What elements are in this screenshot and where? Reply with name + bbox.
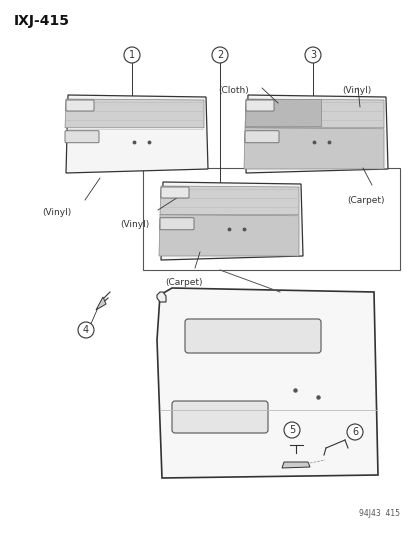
- Polygon shape: [243, 128, 383, 169]
- Text: 5: 5: [288, 425, 294, 435]
- Text: (Cloth): (Cloth): [218, 86, 248, 95]
- Text: 6: 6: [351, 427, 357, 437]
- FancyBboxPatch shape: [159, 218, 194, 230]
- FancyBboxPatch shape: [244, 131, 278, 143]
- Text: 1: 1: [128, 50, 135, 60]
- Text: (Vinyl): (Vinyl): [42, 208, 71, 217]
- Polygon shape: [159, 215, 298, 256]
- Polygon shape: [96, 297, 106, 310]
- FancyBboxPatch shape: [161, 187, 189, 198]
- Text: 3: 3: [309, 50, 315, 60]
- FancyBboxPatch shape: [245, 100, 273, 111]
- FancyBboxPatch shape: [66, 100, 94, 111]
- Polygon shape: [161, 182, 302, 260]
- Polygon shape: [157, 292, 166, 302]
- Circle shape: [283, 422, 299, 438]
- Text: 94J43  415: 94J43 415: [358, 509, 399, 518]
- Text: 2: 2: [216, 50, 223, 60]
- Polygon shape: [244, 99, 383, 128]
- Polygon shape: [244, 99, 320, 126]
- Text: 4: 4: [83, 325, 89, 335]
- Text: (Vinyl): (Vinyl): [341, 86, 370, 95]
- Text: IXJ-415: IXJ-415: [14, 14, 70, 28]
- FancyBboxPatch shape: [65, 131, 99, 143]
- Text: (Carpet): (Carpet): [346, 196, 384, 205]
- Polygon shape: [157, 288, 377, 478]
- Circle shape: [78, 322, 94, 338]
- Polygon shape: [65, 99, 204, 128]
- Circle shape: [124, 47, 140, 63]
- Text: (Vinyl): (Vinyl): [120, 220, 149, 229]
- Polygon shape: [245, 95, 387, 173]
- Polygon shape: [281, 462, 309, 468]
- Circle shape: [304, 47, 320, 63]
- Circle shape: [211, 47, 228, 63]
- Bar: [142, 168, 399, 270]
- Polygon shape: [159, 186, 298, 215]
- FancyBboxPatch shape: [171, 401, 267, 433]
- Polygon shape: [66, 95, 207, 173]
- Text: (Carpet): (Carpet): [165, 278, 202, 287]
- Circle shape: [346, 424, 362, 440]
- FancyBboxPatch shape: [185, 319, 320, 353]
